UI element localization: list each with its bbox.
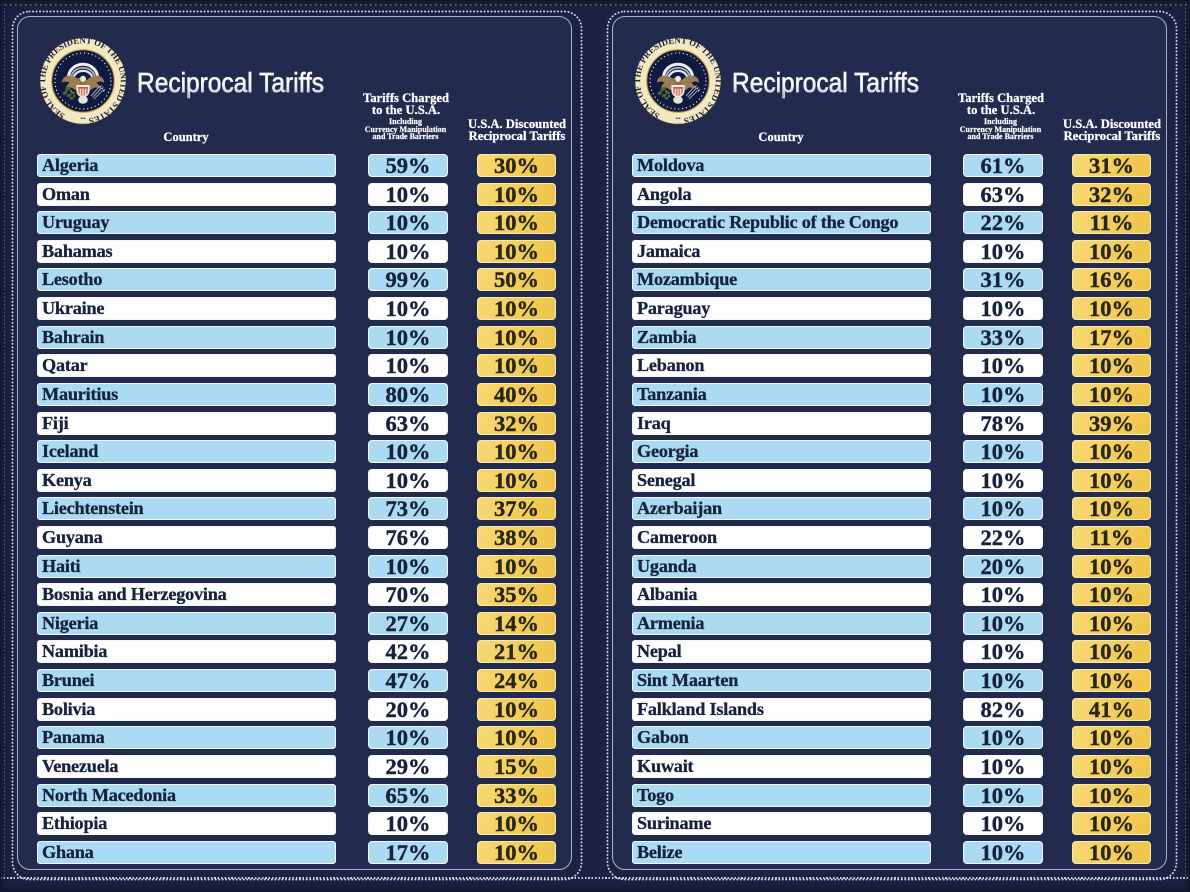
svg-text:•••: ••• bbox=[80, 117, 85, 122]
svg-text:•••: ••• bbox=[675, 117, 680, 122]
